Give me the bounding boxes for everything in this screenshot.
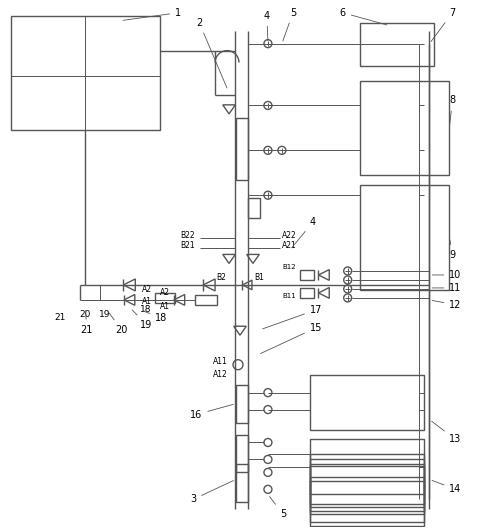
Text: 18: 18: [140, 305, 152, 314]
Bar: [310, 466, 424, 511]
Text: A22: A22: [282, 231, 296, 240]
Bar: [195, 295, 217, 305]
Bar: [310, 375, 424, 429]
Bar: [360, 185, 450, 290]
Bar: [310, 482, 424, 526]
Text: 4: 4: [264, 11, 270, 41]
Text: B1: B1: [254, 274, 264, 282]
Text: A2: A2: [142, 286, 152, 295]
Bar: [360, 23, 434, 65]
Text: A12: A12: [213, 370, 228, 379]
Text: 2: 2: [196, 18, 227, 88]
Text: B11: B11: [282, 293, 296, 299]
Text: 14: 14: [432, 480, 462, 494]
Bar: [236, 118, 248, 180]
Text: 15: 15: [260, 323, 322, 354]
Bar: [360, 81, 450, 175]
Text: A2: A2: [160, 288, 170, 297]
Text: A1: A1: [160, 303, 170, 312]
Text: 19: 19: [99, 310, 110, 319]
Text: 11: 11: [432, 283, 462, 293]
Text: 20: 20: [107, 310, 128, 335]
Bar: [155, 293, 175, 303]
Text: 13: 13: [432, 421, 462, 445]
Text: 8: 8: [450, 96, 455, 125]
Text: 3: 3: [190, 480, 233, 504]
Text: 5: 5: [283, 8, 296, 41]
Text: 10: 10: [432, 270, 462, 280]
Text: B2: B2: [216, 274, 226, 282]
Bar: [236, 385, 248, 422]
Bar: [310, 455, 424, 504]
Text: 16: 16: [190, 404, 233, 420]
Text: 18: 18: [143, 311, 168, 323]
Text: 4: 4: [292, 217, 316, 248]
Text: B21: B21: [180, 241, 195, 250]
Text: A1: A1: [142, 297, 152, 306]
Bar: [310, 477, 424, 522]
Bar: [248, 198, 260, 218]
Text: A11: A11: [213, 357, 228, 366]
Bar: [300, 270, 314, 280]
Bar: [310, 439, 424, 494]
Text: 17: 17: [262, 305, 322, 329]
Bar: [11, 16, 160, 130]
Text: B12: B12: [282, 264, 296, 270]
Text: 7: 7: [431, 8, 456, 41]
Bar: [300, 288, 314, 298]
Text: A21: A21: [282, 241, 296, 250]
Bar: [310, 459, 424, 507]
Text: B22: B22: [180, 231, 195, 240]
Bar: [236, 465, 248, 502]
Text: 6: 6: [340, 8, 387, 25]
Text: 21: 21: [81, 310, 93, 335]
Bar: [310, 465, 424, 514]
Text: 19: 19: [132, 310, 153, 330]
Text: 1: 1: [123, 8, 181, 20]
Text: 5: 5: [270, 496, 286, 519]
Text: 12: 12: [432, 300, 462, 310]
Text: 20: 20: [79, 310, 90, 319]
Text: 21: 21: [54, 313, 66, 323]
Bar: [236, 435, 248, 473]
Text: 9: 9: [450, 240, 455, 260]
